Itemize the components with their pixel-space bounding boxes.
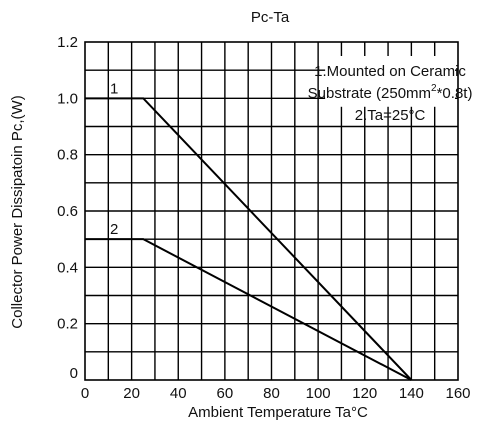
series-label-2: 2 — [110, 221, 118, 238]
y-tick-label: 1.2 — [57, 34, 78, 51]
x-tick-label: 60 — [217, 385, 234, 402]
y-tick-labels: 0 0.2 0.4 0.6 0.8 1.0 1.2 — [57, 34, 78, 382]
y-tick-label: 1.0 — [57, 90, 78, 107]
series-line-2 — [85, 238, 412, 381]
series: 12 — [85, 80, 413, 381]
annotation-line-2-superscript: 2 — [431, 83, 437, 94]
y-axis-label: Collector Power Dissipatoin Pc,(W) — [9, 95, 26, 328]
x-tick-label: 40 — [170, 385, 187, 402]
annotation-box: 1.Mounted on Ceramic Substrate (250mm2*0… — [308, 56, 473, 124]
annotation-line-2-pre: Substrate (250mm — [308, 85, 431, 102]
x-tick-label: 0 — [81, 385, 89, 402]
y-tick-label: 0.6 — [57, 203, 78, 220]
annotation-line-1: 1.Mounted on Ceramic — [314, 63, 466, 80]
series-label-1: 1 — [110, 80, 118, 97]
x-tick-label: 120 — [352, 385, 377, 402]
y-tick-label: 0.4 — [57, 259, 78, 276]
plot-frame — [84, 41, 459, 381]
series-line-1 — [85, 97, 413, 381]
chart-title: Pc-Ta — [251, 9, 290, 26]
x-tick-label: 160 — [445, 385, 470, 402]
y-tick-label: 0 — [70, 365, 78, 382]
x-tick-label: 80 — [263, 385, 280, 402]
x-tick-label: 20 — [123, 385, 140, 402]
annotation-line-2-post: *0.8t) — [437, 85, 473, 102]
x-axis-label: Ambient Temperature Ta°C — [188, 404, 368, 421]
x-tick-labels: 0 20 40 60 80 100 120 140 160 — [81, 385, 471, 402]
annotation-line-2: Substrate (250mm2*0.8t) — [308, 83, 473, 102]
x-tick-label: 100 — [306, 385, 331, 402]
annotation-line-3: 2.Ta=25°C — [355, 107, 426, 124]
x-tick-label: 140 — [399, 385, 424, 402]
annotation-background — [325, 56, 455, 107]
y-tick-label: 0.2 — [57, 316, 78, 333]
y-tick-label: 0.8 — [57, 147, 78, 164]
